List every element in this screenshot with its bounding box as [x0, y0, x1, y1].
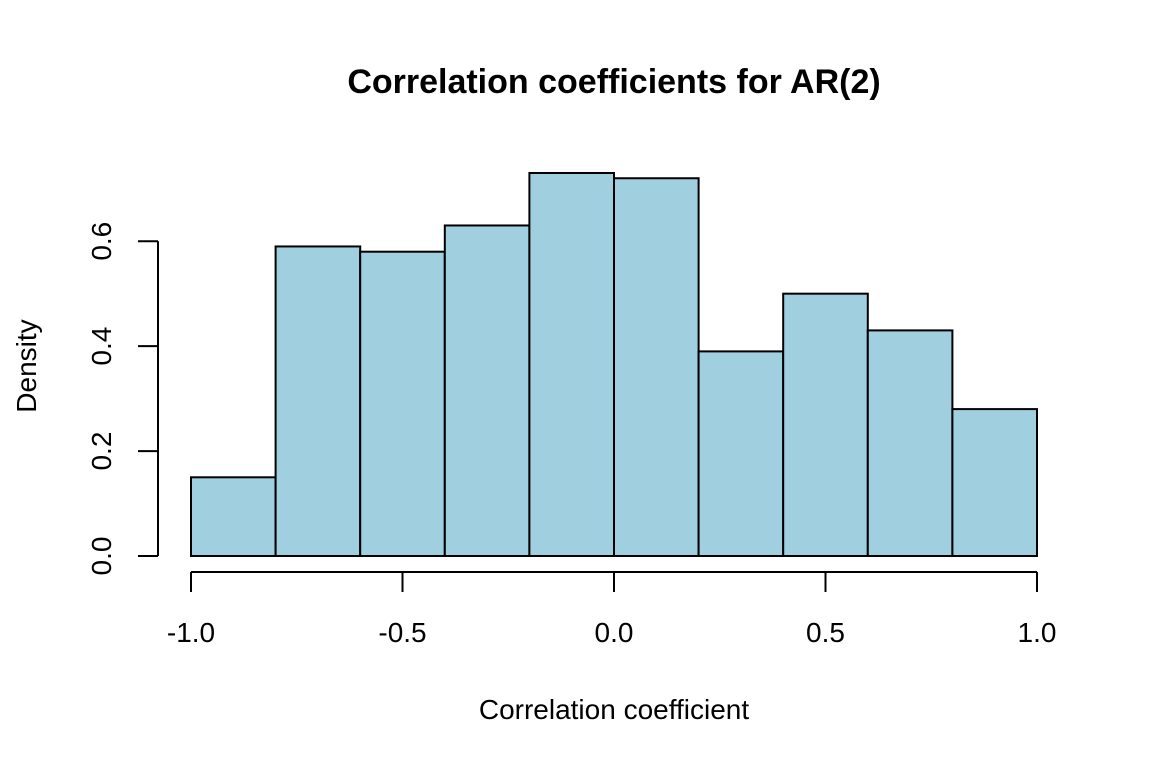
histogram-bars: [190, 172, 1039, 558]
histogram-bar: [866, 329, 954, 557]
x-tick-label: 0.0: [595, 617, 634, 648]
chart-title: Correlation coefficients for AR(2): [347, 63, 880, 101]
y-tick-label: 0.2: [86, 432, 117, 471]
y-tick-label: 0.0: [86, 537, 117, 576]
histogram-bar: [528, 172, 616, 557]
x-axis-label: Correlation coefficient: [479, 694, 750, 725]
histogram-bar: [782, 292, 869, 557]
y-axis-label: Density: [11, 319, 42, 412]
x-tick-label: 1.0: [1018, 617, 1057, 648]
x-tick-label: -1.0: [167, 617, 215, 648]
x-tick-label: -0.5: [378, 617, 426, 648]
histogram-bar: [613, 177, 700, 557]
x-axis: -1.0 -0.5 0.0 0.5 1.0: [167, 571, 1057, 648]
y-axis: 0.0 0.2 0.4 0.6: [86, 222, 159, 576]
x-tick-label: 0.5: [806, 617, 845, 648]
histogram-bar: [274, 245, 362, 557]
y-tick-label: 0.4: [86, 327, 117, 366]
histogram-bar: [697, 350, 785, 558]
histogram-bar: [443, 224, 531, 557]
histogram-bar: [190, 476, 277, 557]
histogram-bar: [951, 408, 1039, 557]
histogram-bar: [359, 250, 446, 557]
y-tick-label: 0.6: [86, 222, 117, 261]
